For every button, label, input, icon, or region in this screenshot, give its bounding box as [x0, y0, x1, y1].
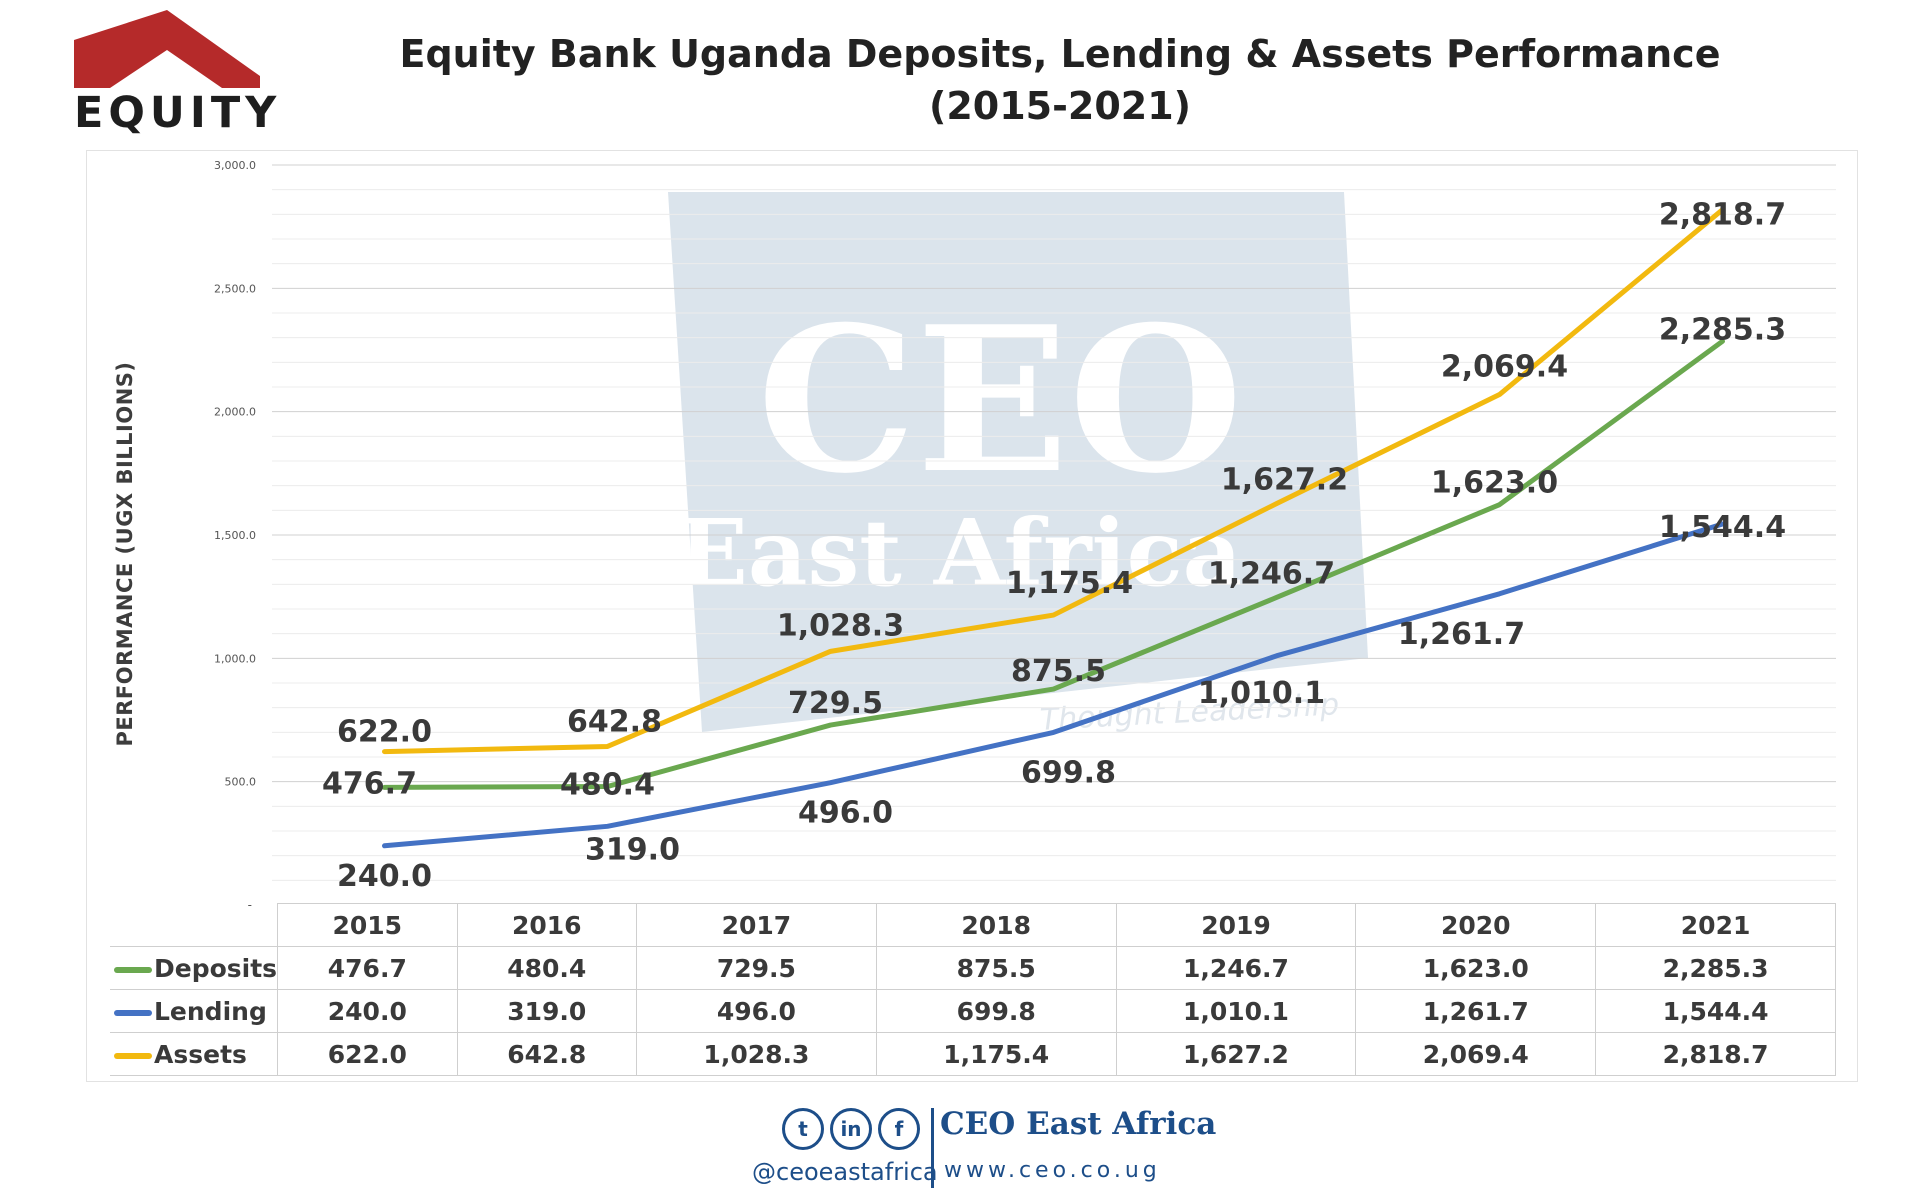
- table-cell: 480.4: [456, 946, 638, 990]
- legend-assets: Assets: [110, 1032, 279, 1076]
- series-lines: [382, 207, 1725, 849]
- data-label-assets: 2,818.7: [1659, 198, 1786, 233]
- data-label-deposits: 480.4: [560, 768, 655, 803]
- table-cell: 319.0: [456, 989, 638, 1033]
- year-header: 2017: [636, 903, 877, 947]
- table-cell: 2,818.7: [1595, 1032, 1836, 1076]
- data-label-lending: 319.0: [585, 832, 680, 867]
- equity-roof-icon: [74, 10, 260, 88]
- logo-text: EQUITY: [74, 88, 282, 138]
- y-tick-label: 3,000.0: [214, 159, 256, 172]
- table-cell: 1,627.2: [1115, 1032, 1357, 1076]
- data-label-assets: 1,627.2: [1221, 463, 1348, 498]
- data-label-deposits: 476.7: [322, 766, 417, 801]
- year-header: 2015: [277, 903, 458, 947]
- y-axis: 500.0 1,000.0 1,500.0 2,000.0 2,500.0 3,000.0…: [214, 159, 256, 912]
- data-label-lending: 1,010.1: [1198, 676, 1325, 711]
- data-label-deposits: 2,285.3: [1659, 312, 1786, 347]
- table-cell: 1,544.4: [1595, 989, 1836, 1033]
- table-cell: 1,175.4: [875, 1032, 1117, 1076]
- watermark: CEO East Africa Thought Leadership: [668, 192, 1368, 738]
- year-header: 2021: [1595, 903, 1836, 947]
- table-cell: 2,285.3: [1595, 946, 1836, 990]
- data-label-lending: 1,261.7: [1398, 617, 1525, 652]
- table-cell: 240.0: [277, 989, 458, 1033]
- y-tick-zero: -: [248, 898, 252, 912]
- facebook-icon[interactable]: f: [878, 1108, 920, 1150]
- legend-lending: Lending: [110, 989, 279, 1033]
- table-cell: 699.8: [875, 989, 1117, 1033]
- table-cell: 729.5: [636, 946, 877, 990]
- line-chart: CEO East Africa Thought Leadership 500.0…: [214, 159, 1836, 912]
- gridlines: [272, 164, 1836, 881]
- twitter-icon[interactable]: t: [782, 1108, 824, 1150]
- data-table: 2015 2016 2017 2018 2019 2020 2021 Depos…: [110, 903, 1836, 1076]
- table-cell: 1,028.3: [636, 1032, 877, 1076]
- table-header-row: 2015 2016 2017 2018 2019 2020 2021: [110, 903, 1836, 947]
- data-label-assets: 2,069.4: [1441, 350, 1568, 385]
- title-line-2: (2015-2021): [928, 84, 1192, 128]
- footer-website: www.ceo.co.ug: [944, 1158, 1161, 1183]
- legend-deposits: Deposits: [110, 946, 279, 990]
- watermark-east-africa: East Africa: [678, 499, 1242, 607]
- footer: t in f @ceoeastafrica CEO East Africa www.…: [0, 1100, 1920, 1200]
- linkedin-icon[interactable]: in: [830, 1108, 872, 1150]
- equity-logo: EQUITY: [72, 8, 276, 138]
- y-axis-label: PERFORMANCE (UGX BILLIONS): [113, 361, 137, 747]
- y-tick-label: 1,000.0: [214, 652, 256, 665]
- y-tick-label: 2,000.0: [214, 406, 256, 419]
- table-corner: [110, 904, 278, 947]
- social-handle: @ceoeastafrica: [752, 1158, 938, 1186]
- title-line-1: Equity Bank Uganda Deposits, Lending & A…: [399, 32, 1721, 76]
- table-row-deposits: Deposits 476.7 480.4 729.5 875.5 1,246.7…: [110, 946, 1836, 990]
- data-label-deposits: 875.5: [1011, 654, 1106, 689]
- deposits-swatch: [114, 966, 152, 973]
- y-tick-label: 2,500.0: [214, 282, 256, 295]
- table-row-assets: Assets 622.0 642.8 1,028.3 1,175.4 1,627…: [110, 1032, 1836, 1076]
- chart-title: Equity Bank Uganda Deposits, Lending & A…: [300, 28, 1820, 132]
- year-header: 2018: [875, 903, 1117, 947]
- data-label-assets: 642.8: [567, 704, 662, 739]
- assets-swatch: [114, 1052, 152, 1059]
- data-label-lending: 1,544.4: [1659, 510, 1786, 545]
- table-cell: 1,623.0: [1355, 946, 1597, 990]
- table-cell: 642.8: [456, 1032, 638, 1076]
- data-label-deposits: 1,623.0: [1431, 466, 1558, 501]
- data-label-deposits: 1,246.7: [1208, 556, 1335, 591]
- table-cell: 622.0: [277, 1032, 458, 1076]
- data-labels: 476.7 480.4 729.5 875.5 1,246.7 1,623.0 2,285.…: [322, 198, 1786, 894]
- data-label-deposits: 729.5: [788, 686, 883, 721]
- table-cell: 875.5: [875, 946, 1117, 990]
- table-cell: 476.7: [277, 946, 458, 990]
- footer-brand: CEO East Africa: [940, 1106, 1217, 1142]
- year-header: 2016: [456, 903, 638, 947]
- data-label-lending: 240.0: [337, 859, 432, 894]
- watermark-ceo: CEO: [757, 283, 1243, 518]
- footer-divider: [931, 1108, 934, 1188]
- data-label-lending: 699.8: [1021, 755, 1116, 790]
- series-name: Assets: [154, 1039, 247, 1069]
- year-header: 2019: [1115, 903, 1357, 947]
- year-header: 2020: [1355, 903, 1597, 947]
- y-tick-label: 500.0: [225, 776, 257, 789]
- data-label-assets: 1,028.3: [777, 608, 904, 643]
- data-label-assets: 622.0: [337, 715, 432, 750]
- table-cell: 1,010.1: [1115, 989, 1357, 1033]
- table-row-lending: Lending 240.0 319.0 496.0 699.8 1,010.1 …: [110, 989, 1836, 1033]
- series-name: Deposits: [154, 953, 278, 983]
- data-label-lending: 496.0: [798, 796, 893, 831]
- series-name: Lending: [154, 996, 267, 1026]
- table-cell: 2,069.4: [1355, 1032, 1597, 1076]
- lending-swatch: [114, 1009, 152, 1016]
- data-label-assets: 1,175.4: [1006, 566, 1133, 601]
- social-links: t in f: [782, 1108, 926, 1152]
- table-cell: 1,246.7: [1115, 946, 1357, 990]
- table-cell: 496.0: [636, 989, 877, 1033]
- y-tick-label: 1,500.0: [214, 529, 256, 542]
- table-cell: 1,261.7: [1355, 989, 1597, 1033]
